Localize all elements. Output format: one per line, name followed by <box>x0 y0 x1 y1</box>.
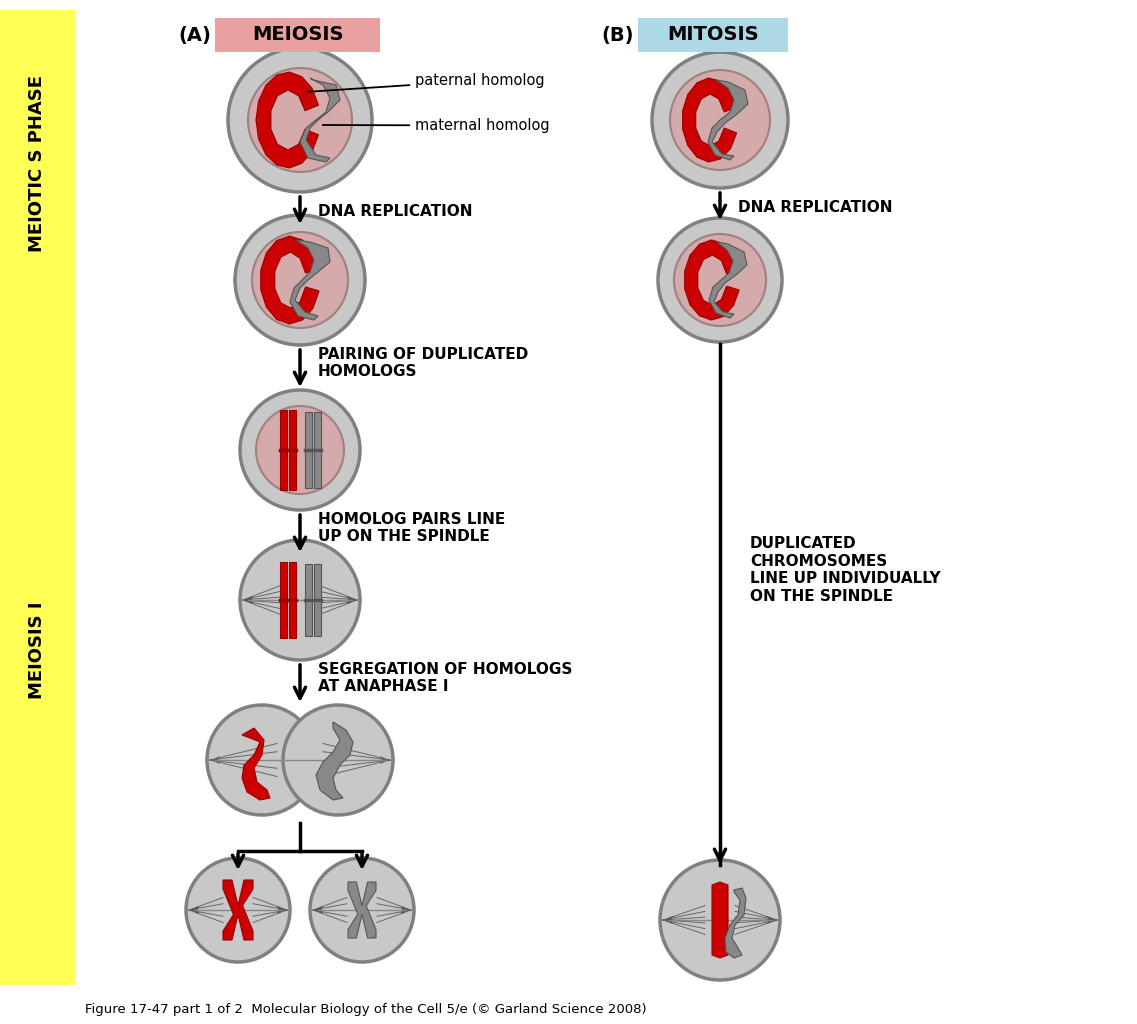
Polygon shape <box>300 78 340 162</box>
Polygon shape <box>223 880 254 940</box>
Polygon shape <box>289 410 296 490</box>
Text: SEGREGATION OF HOMOLOGS
AT ANAPHASE I: SEGREGATION OF HOMOLOGS AT ANAPHASE I <box>318 662 572 694</box>
Polygon shape <box>316 722 352 800</box>
Text: MEIOSIS: MEIOSIS <box>252 26 343 44</box>
Polygon shape <box>684 240 739 319</box>
Text: DNA REPLICATION: DNA REPLICATION <box>738 201 893 215</box>
Circle shape <box>248 68 352 172</box>
Polygon shape <box>314 564 321 636</box>
Circle shape <box>235 215 365 345</box>
Circle shape <box>240 390 360 510</box>
Polygon shape <box>708 80 748 160</box>
Text: DUPLICATED
CHROMOSOMES
LINE UP INDIVIDUALLY
ON THE SPINDLE: DUPLICATED CHROMOSOMES LINE UP INDIVIDUA… <box>750 537 940 603</box>
Circle shape <box>658 218 782 342</box>
Polygon shape <box>305 412 312 488</box>
Circle shape <box>252 232 348 328</box>
Circle shape <box>652 52 788 188</box>
Polygon shape <box>682 78 737 162</box>
Bar <box>0 10 75 315</box>
Circle shape <box>283 705 393 815</box>
Polygon shape <box>289 562 296 638</box>
Polygon shape <box>712 882 728 958</box>
Text: MITOSIS: MITOSIS <box>667 26 758 44</box>
Polygon shape <box>305 564 312 636</box>
Circle shape <box>310 858 414 962</box>
Polygon shape <box>290 240 330 319</box>
Circle shape <box>186 858 290 962</box>
Polygon shape <box>314 412 321 488</box>
Circle shape <box>207 705 317 815</box>
Text: MEIOSIS I: MEIOSIS I <box>28 601 45 698</box>
Circle shape <box>674 234 766 326</box>
Circle shape <box>659 860 780 980</box>
Polygon shape <box>348 882 376 938</box>
Polygon shape <box>709 242 747 318</box>
Polygon shape <box>280 410 287 490</box>
Text: MEIOTIC S PHASE: MEIOTIC S PHASE <box>28 75 45 252</box>
Text: maternal homolog: maternal homolog <box>323 118 549 133</box>
Circle shape <box>229 48 372 193</box>
Polygon shape <box>242 728 269 800</box>
Polygon shape <box>725 888 746 958</box>
Polygon shape <box>280 562 287 638</box>
Text: PAIRING OF DUPLICATED
HOMOLOGS: PAIRING OF DUPLICATED HOMOLOGS <box>318 347 529 379</box>
Text: HOMOLOG PAIRS LINE
UP ON THE SPINDLE: HOMOLOG PAIRS LINE UP ON THE SPINDLE <box>318 512 505 544</box>
Circle shape <box>256 406 345 494</box>
Polygon shape <box>260 236 319 324</box>
Text: (A): (A) <box>179 26 211 44</box>
Text: DNA REPLICATION: DNA REPLICATION <box>318 205 473 219</box>
Bar <box>0 315 75 985</box>
FancyBboxPatch shape <box>638 18 788 52</box>
FancyBboxPatch shape <box>215 18 380 52</box>
Circle shape <box>670 70 770 170</box>
Text: Figure 17-47 part 1 of 2  Molecular Biology of the Cell 5/e (© Garland Science 2: Figure 17-47 part 1 of 2 Molecular Biolo… <box>85 1004 647 1017</box>
Text: paternal homolog: paternal homolog <box>308 73 545 92</box>
Polygon shape <box>256 72 318 168</box>
Text: (B): (B) <box>601 26 634 44</box>
Circle shape <box>240 540 360 660</box>
